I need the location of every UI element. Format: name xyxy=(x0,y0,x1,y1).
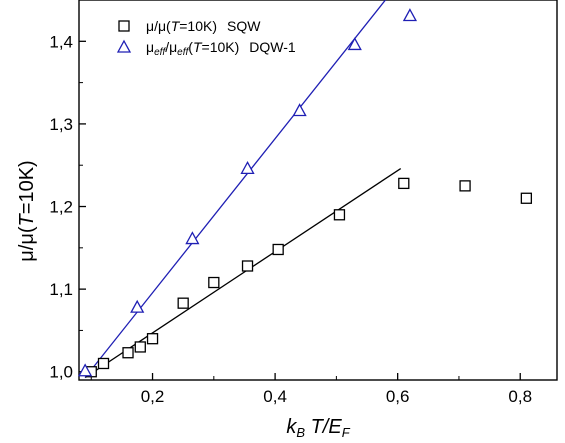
legend-label-dqw1: μeff/μeff(T=10K) DQW-1 xyxy=(146,39,296,58)
data-point-sqw xyxy=(333,209,346,221)
y-tick-label: 1,2 xyxy=(49,198,73,217)
x-tick-label: 0,2 xyxy=(141,387,165,406)
data-point-sqw xyxy=(520,192,533,204)
fit-line-sqw xyxy=(84,167,402,379)
y-tick-label: 1,1 xyxy=(49,280,73,299)
data-point-dqw1 xyxy=(402,8,418,22)
fit-line-dqw1 xyxy=(84,0,386,378)
data-point-sqw xyxy=(146,333,159,345)
data-point-sqw xyxy=(272,243,284,256)
y-tick-label: 1,3 xyxy=(49,115,73,134)
legend-entry-dqw1: μeff/μeff(T=10K) DQW-1 xyxy=(116,39,296,58)
legend-marker-square xyxy=(118,20,130,32)
y-axis-title: μ/μ(T=10K) xyxy=(16,160,38,261)
data-point-dqw1 xyxy=(185,231,200,245)
data-point-dqw1 xyxy=(292,103,307,117)
data-point-sqw xyxy=(97,357,110,370)
x-tick-label: 0,4 xyxy=(263,387,287,406)
x-tick-label: 0,8 xyxy=(508,387,532,406)
data-point-sqw xyxy=(459,180,471,192)
data-point-dqw1 xyxy=(130,299,145,313)
legend-entry-sqw: μ/μ(T=10K) SQW xyxy=(118,18,261,34)
legend-marker-triangle xyxy=(116,39,132,53)
y-tick-label: 1,4 xyxy=(49,32,73,51)
plot-area xyxy=(78,0,558,381)
data-point-sqw xyxy=(134,341,146,353)
x-tick-label: 0,6 xyxy=(386,387,410,406)
data-point-dqw1 xyxy=(240,160,255,174)
data-point-sqw xyxy=(398,177,410,190)
x-axis-title: kB T/EF xyxy=(286,416,350,440)
data-point-sqw xyxy=(122,347,134,359)
data-point-sqw xyxy=(241,260,254,272)
y-tick-label: 1,0 xyxy=(49,363,73,382)
data-point-sqw xyxy=(177,297,189,309)
data-point-dqw1 xyxy=(347,37,362,51)
data-point-dqw1 xyxy=(78,363,93,377)
data-point-sqw xyxy=(208,276,220,289)
legend: μ/μ(T=10K) SQW μeff/μeff(T=10K) DQW-1 xyxy=(116,18,296,58)
legend-label-sqw: μ/μ(T=10K) SQW xyxy=(146,18,261,34)
